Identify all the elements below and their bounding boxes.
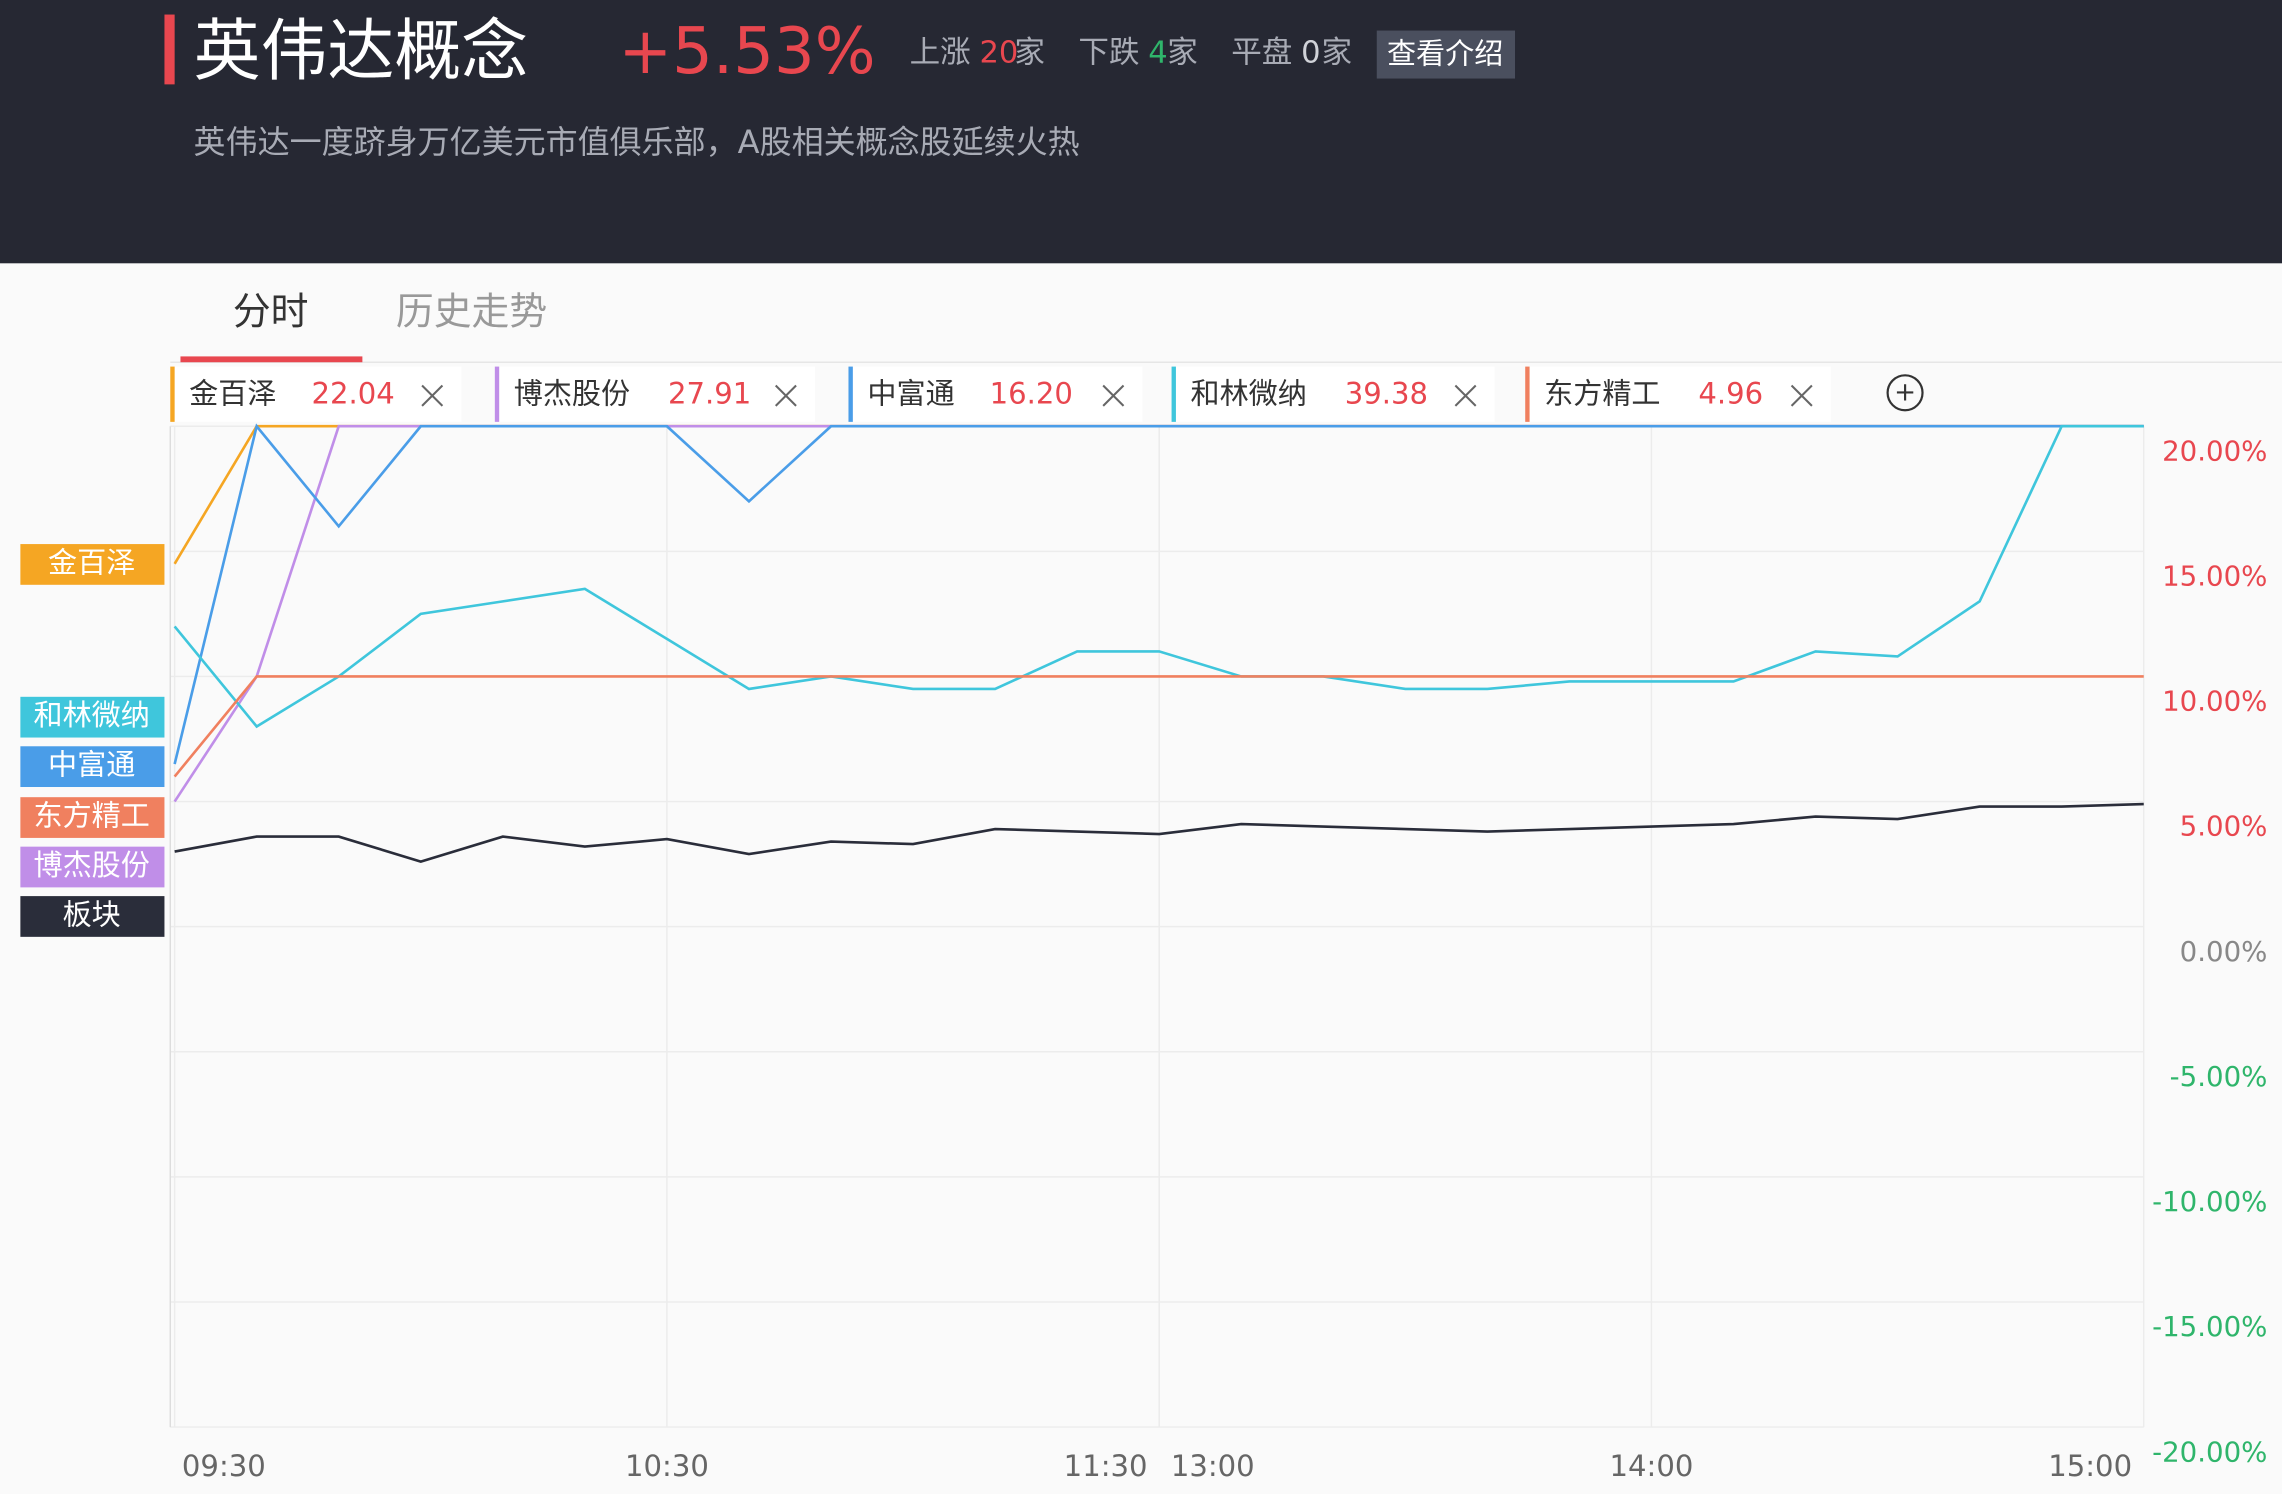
y-tick-label: -15.00% <box>2152 1310 2267 1343</box>
legend-chip[interactable] <box>1525 366 1831 422</box>
legend-chip[interactable] <box>494 366 815 422</box>
tab-underline <box>180 356 363 363</box>
legend-name[interactable]: 东方精工 <box>1544 377 1660 411</box>
legend-close[interactable] <box>421 384 444 407</box>
x-tick-label: 09:30 <box>182 1449 266 1483</box>
side-label: 中富通 <box>48 748 135 782</box>
side-label-bg <box>20 797 165 838</box>
y-tick-label: -20.00% <box>2152 1435 2267 1468</box>
x-tick-label: 11:30 <box>1064 1449 1148 1483</box>
y-tick-label: 10.00% <box>2162 685 2267 718</box>
header-bg <box>0 0 2282 264</box>
stat-label: 下跌 <box>1078 35 1139 70</box>
y-tick-label: -10.00% <box>2152 1185 2267 1218</box>
stat-label: 平盘 <box>1231 35 1292 70</box>
stat-unit: 家 <box>1167 35 1198 70</box>
side-label: 东方精工 <box>33 799 149 833</box>
stat-count: 20 <box>979 35 1018 70</box>
stat-unit: 家 <box>1321 35 1352 70</box>
side-label-bg <box>20 896 165 937</box>
intro-button-text[interactable]: 查看介绍 <box>1387 36 1503 70</box>
add-icon[interactable]: + <box>1894 377 1916 407</box>
side-label-bg <box>20 846 165 888</box>
stat-label: 上涨 <box>910 35 971 70</box>
legend-price[interactable]: 27.91 <box>668 377 751 411</box>
series-line <box>174 802 2144 863</box>
legend-chip-bar <box>1525 366 1530 422</box>
legend-name[interactable]: 博杰股份 <box>514 377 630 411</box>
stat-unit: 家 <box>1014 35 1045 70</box>
side-label-bg <box>20 746 165 788</box>
side-label: 板块 <box>63 897 121 931</box>
legend-name[interactable]: 中富通 <box>867 377 954 411</box>
series-line <box>173 423 2144 765</box>
series-line <box>173 424 2144 729</box>
legend-price[interactable]: 22.04 <box>311 377 394 411</box>
legend-price[interactable]: 16.20 <box>990 377 1073 411</box>
y-tick-label: 20.00% <box>2162 434 2267 467</box>
change: +5.53% <box>619 15 876 89</box>
side-label-bg <box>20 696 165 738</box>
legend-chip[interactable] <box>170 366 462 422</box>
legend-close[interactable] <box>1102 384 1125 407</box>
y-tick-label: -5.00% <box>2170 1060 2268 1093</box>
legend-price[interactable]: 39.38 <box>1345 377 1428 411</box>
legend-price[interactable]: 4.96 <box>1698 377 1763 411</box>
legend-close[interactable] <box>1454 384 1477 407</box>
legend-chip-bar <box>494 366 500 422</box>
title-bar <box>164 14 175 85</box>
add-button[interactable] <box>1886 374 1924 412</box>
legend-name[interactable]: 金百泽 <box>189 377 276 411</box>
x-tick-label: 14:00 <box>1610 1449 1694 1483</box>
tab[interactable]: 历史走势 <box>396 290 547 334</box>
side-label-bg <box>20 544 165 585</box>
legend-chip-bar <box>848 366 853 422</box>
legend-chip[interactable] <box>848 366 1143 422</box>
tab[interactable]: 分时 <box>233 290 309 334</box>
intro-button[interactable] <box>1376 30 1516 79</box>
side-label: 和林微纳 <box>33 698 149 732</box>
legend-chip-bar <box>170 366 175 422</box>
legend-close[interactable] <box>774 384 797 407</box>
legend-close[interactable] <box>1790 384 1813 407</box>
subtitle: 英伟达一度跻身万亿美元市值俱乐部，A股相关概念股延续火热 <box>194 123 1080 161</box>
stat-count: 4 <box>1148 35 1167 70</box>
x-tick-label: 13:00 <box>1171 1449 1255 1483</box>
legend-name[interactable]: 和林微纳 <box>1190 377 1306 411</box>
side-label: 博杰股份 <box>33 848 149 882</box>
side-label: 金百泽 <box>48 545 135 579</box>
y-tick-label: 0.00% <box>2180 935 2268 968</box>
title: 英伟达概念 <box>194 12 529 90</box>
stat-count: 0 <box>1301 35 1320 70</box>
legend-chip-bar <box>1171 366 1176 422</box>
series-line <box>173 675 2144 778</box>
x-tick-label: 10:30 <box>625 1449 709 1483</box>
x-tick-label: 15:00 <box>2048 1449 2132 1483</box>
y-tick-label: 5.00% <box>2180 810 2268 843</box>
y-tick-label: 15.00% <box>2162 560 2267 593</box>
legend-chip[interactable] <box>1171 366 1495 422</box>
